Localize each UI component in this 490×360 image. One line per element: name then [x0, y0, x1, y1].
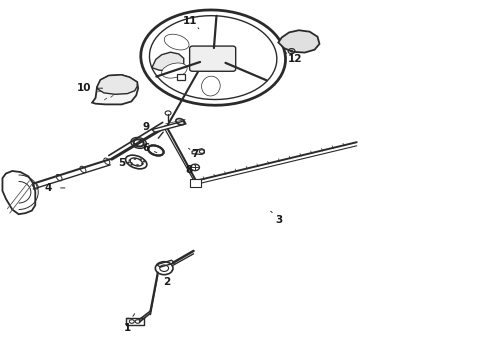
Text: 6: 6 — [143, 143, 149, 153]
Polygon shape — [278, 30, 319, 53]
Text: 4: 4 — [44, 183, 52, 193]
Polygon shape — [152, 121, 186, 132]
Text: 12: 12 — [288, 54, 302, 64]
Text: 1: 1 — [124, 323, 131, 333]
Polygon shape — [97, 75, 137, 94]
Polygon shape — [2, 171, 35, 214]
Polygon shape — [192, 149, 204, 154]
Ellipse shape — [162, 63, 187, 78]
Text: 11: 11 — [183, 16, 197, 26]
Text: 8: 8 — [185, 165, 192, 175]
Circle shape — [142, 163, 144, 165]
Circle shape — [127, 162, 129, 163]
FancyBboxPatch shape — [177, 74, 185, 80]
Text: 3: 3 — [276, 215, 283, 225]
Circle shape — [143, 161, 145, 162]
Ellipse shape — [164, 34, 189, 50]
Polygon shape — [152, 52, 184, 71]
Text: 9: 9 — [143, 122, 149, 132]
Polygon shape — [92, 75, 138, 104]
Ellipse shape — [201, 76, 220, 96]
FancyBboxPatch shape — [190, 46, 236, 71]
Circle shape — [137, 164, 139, 166]
Circle shape — [290, 50, 293, 52]
Circle shape — [140, 159, 142, 160]
FancyBboxPatch shape — [190, 179, 201, 187]
Text: 5: 5 — [118, 158, 125, 168]
Text: 2: 2 — [163, 276, 170, 287]
Circle shape — [129, 159, 131, 161]
Text: 10: 10 — [77, 83, 92, 93]
Circle shape — [131, 164, 133, 165]
Text: 7: 7 — [191, 149, 199, 159]
Circle shape — [134, 158, 136, 160]
Polygon shape — [157, 260, 175, 267]
